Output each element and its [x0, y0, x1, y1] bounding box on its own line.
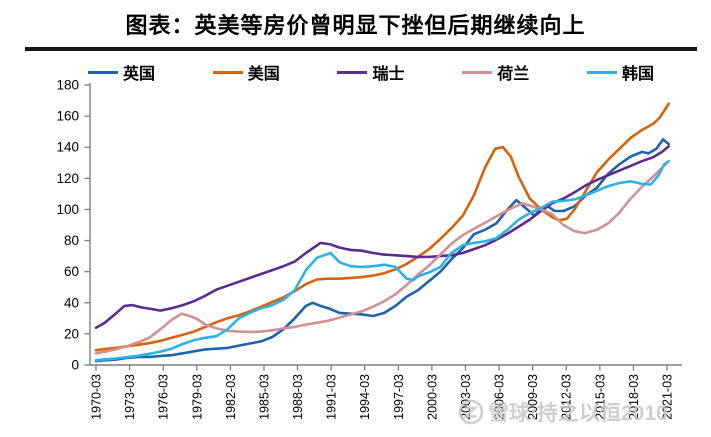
- legend-label-uk: 英国: [123, 66, 156, 83]
- legend-line-swatch-switzerland: [337, 70, 368, 74]
- chart-legend: 英国 美国 瑞士 荷兰 韩国: [88, 60, 654, 84]
- legend-line-swatch-korea: [586, 70, 617, 74]
- y-axis-tick-label: 100: [56, 202, 79, 217]
- legend-item-uk: 英国: [88, 60, 155, 84]
- watermark-text: 雪球:持之以恒2010: [488, 402, 668, 425]
- axis-lines: [89, 83, 682, 366]
- x-axis-tick-label: 2009-03: [526, 374, 540, 420]
- x-axis-tick-label: 2006-03: [493, 374, 507, 420]
- legend-item-korea: 韩国: [586, 60, 654, 84]
- legend-line-swatch-netherlands: [462, 70, 493, 74]
- x-axis-tick-label: 1979-03: [190, 374, 204, 420]
- legend-label-netherlands: 荷兰: [497, 66, 530, 83]
- title-divider: [25, 47, 697, 51]
- x-axis-tick-label: 1985-03: [257, 374, 271, 420]
- x-axis-tick-label: 1988-03: [291, 374, 305, 420]
- chart-title: 图表：英美等房价曾明显下挫但后期继续向上: [125, 13, 586, 38]
- legend-item-switzerland: 瑞士: [337, 60, 404, 84]
- y-axis-tick-label: 80: [64, 233, 79, 248]
- y-axis-tick-label: 120: [56, 171, 79, 186]
- x-axis-tick-label: 1994-03: [358, 374, 372, 420]
- legend-line-swatch-us: [212, 70, 243, 74]
- y-axis-tick-label: 180: [56, 78, 79, 93]
- watermark: 雪球:持之以恒2010: [458, 397, 668, 427]
- x-axis-tick-label: 2021-03: [661, 374, 675, 420]
- x-axis-tick-label: 1973-03: [123, 374, 137, 420]
- series-line-us: [94, 102, 671, 352]
- y-axis-tick-label: 20: [64, 326, 79, 341]
- x-axis-tick-label: 1976-03: [157, 374, 171, 420]
- y-axis-tick-label: 0: [71, 358, 79, 373]
- series-line-switzerland: [94, 145, 671, 330]
- y-axis-tick-label: 140: [56, 140, 79, 155]
- series-line-korea: [94, 159, 671, 362]
- legend-item-us: 美国: [212, 60, 280, 84]
- legend-item-netherlands: 荷兰: [462, 60, 529, 84]
- x-axis-tick-label: 2012-03: [560, 374, 574, 420]
- x-axis-tick-label: 2018-03: [627, 374, 641, 420]
- x-axis-tick-label: 1997-03: [392, 374, 406, 420]
- legend-line-swatch-uk: [88, 70, 118, 74]
- legend-label-us: 美国: [247, 66, 280, 83]
- legend-label-switzerland: 瑞士: [372, 66, 405, 83]
- x-axis-tick-label: 1982-03: [224, 374, 238, 420]
- x-axis-tick-label: 1970-03: [90, 374, 104, 420]
- y-axis-tick-label: 40: [64, 295, 79, 310]
- y-axis-tick-label: 160: [56, 109, 79, 124]
- series-line-uk: [94, 138, 671, 363]
- x-axis-tick-label: 2015-03: [593, 374, 607, 420]
- y-axis-tick-label: 60: [64, 264, 79, 279]
- x-axis-tick-label: 2000-03: [425, 374, 439, 420]
- series-line-netherlands: [94, 159, 671, 355]
- x-axis-tick-label: 1991-03: [325, 374, 339, 420]
- xueqiu-snowball-icon: [458, 399, 484, 425]
- legend-label-korea: 韩国: [621, 66, 654, 83]
